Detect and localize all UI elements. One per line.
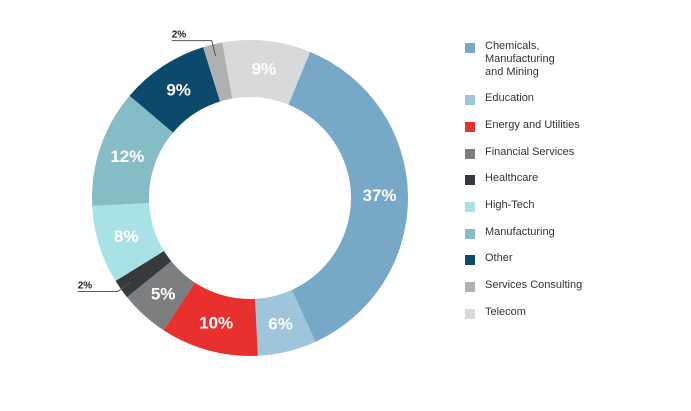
legend-label: Education (485, 92, 534, 104)
legend-swatch (465, 122, 475, 132)
slice-financial-services (126, 261, 195, 331)
legend-swatch (465, 309, 475, 319)
legend-label: Other (485, 252, 513, 264)
legend-item-education: Education (465, 92, 534, 105)
legend-label: Telecom (485, 306, 526, 318)
legend-item-financial-services: Financial Services (465, 146, 574, 159)
legend-label: Chemicals, Manufacturing and Mining (485, 40, 555, 78)
legend-swatch (465, 255, 475, 265)
callout-label-healthcare: 2% (78, 281, 93, 292)
legend-swatch (465, 149, 475, 159)
legend-item-manufacturing: Manufacturing (465, 226, 555, 239)
legend-label: Energy and Utilities (485, 119, 580, 131)
slice-label-financial-services: 5% (151, 285, 176, 304)
legend-item-energy-and-utilities: Energy and Utilities (465, 119, 580, 132)
legend-swatch (465, 202, 475, 212)
legend-label: Financial Services (485, 146, 575, 158)
slice-label-other: 9% (166, 80, 191, 99)
leader-line-services-consulting (171, 40, 217, 57)
slice-healthcare (115, 251, 172, 298)
slice-high-tech (92, 203, 165, 281)
slice-education (255, 289, 316, 356)
slice-label-manufacturing: 12% (110, 147, 144, 166)
legend-label: High-Tech (485, 199, 535, 211)
slice-telecom (222, 39, 311, 105)
legend-label: Healthcare (485, 172, 539, 184)
legend-item-services-consulting: Services Consulting (465, 279, 582, 292)
callout-label-services-consulting: 2% (172, 30, 187, 41)
legend-swatch (465, 229, 475, 239)
slice-label-energy-and-utilities: 10% (199, 314, 233, 333)
legend-swatch (465, 95, 475, 105)
legend-swatch (465, 43, 475, 53)
slice-other (129, 47, 221, 133)
legend-item-high-tech: High-Tech (465, 199, 535, 212)
legend-item-telecom: Telecom (465, 306, 526, 319)
slice-services-consulting (203, 42, 233, 102)
slice-label-education: 6% (268, 314, 293, 333)
legend-swatch (465, 282, 475, 292)
slice-energy-and-utilities (163, 282, 258, 356)
legend-item-chemicals-manufacturing-and-mining: Chemicals, Manufacturing and Mining (465, 40, 555, 79)
legend-label: Manufacturing (485, 226, 555, 238)
slice-label-chemicals-manufacturing-and-mining: 37% (362, 186, 396, 205)
slice-manufacturing (92, 95, 174, 206)
slice-label-telecom: 9% (252, 60, 277, 79)
leader-line-healthcare (77, 281, 132, 293)
legend-item-healthcare: Healthcare (465, 172, 538, 185)
legend-item-other: Other (465, 252, 513, 265)
slice-chemicals-manufacturing-and-mining (288, 51, 409, 342)
legend-label: Services Consulting (485, 279, 583, 291)
legend-swatch (465, 175, 475, 185)
slice-label-high-tech: 8% (114, 227, 139, 246)
